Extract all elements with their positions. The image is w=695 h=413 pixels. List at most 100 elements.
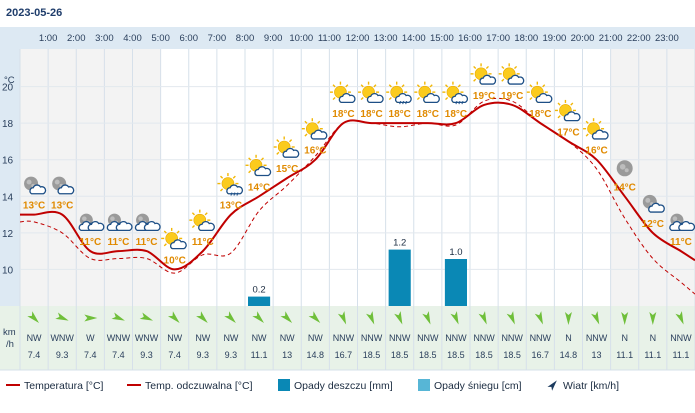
- cloud-shape: [29, 184, 47, 195]
- wind-direction-label: NW: [167, 333, 182, 343]
- wind-speed-label: 11.1: [251, 350, 268, 360]
- sun-ray: [304, 120, 308, 124]
- wind-direction-arrow: [649, 312, 657, 325]
- hour-tick-label: 16:00: [458, 33, 482, 44]
- sun-ray: [401, 84, 405, 88]
- sun-ray: [457, 84, 461, 88]
- wind-direction-arrow: [337, 311, 347, 325]
- temperature-label: 18°C: [529, 109, 551, 120]
- wind-direction-label: WNW: [135, 333, 159, 343]
- wind-direction-arrow: [111, 312, 125, 321]
- moon-crater: [624, 168, 629, 173]
- wind-direction-label: NNW: [445, 333, 467, 343]
- sun-ray: [163, 230, 167, 234]
- wind-direction-arrow: [591, 311, 600, 325]
- hour-tick-label: 23:00: [655, 33, 679, 44]
- hour-tick-label: 7:00: [208, 33, 227, 44]
- wind-direction-arrow: [196, 311, 208, 323]
- sun-ray: [317, 120, 321, 124]
- wind-direction-label: N: [621, 333, 628, 343]
- sun-ray: [585, 120, 589, 124]
- sun-ray: [473, 78, 477, 82]
- wind-direction-label: NW: [195, 333, 210, 343]
- sun-ray: [288, 139, 293, 143]
- wind-direction-arrow: [224, 311, 236, 323]
- hour-tick-label: 14:00: [402, 33, 426, 44]
- rain-drop: [405, 100, 408, 105]
- temperature-label: 16°C: [585, 146, 607, 157]
- wind-direction-arrow: [84, 314, 98, 322]
- wind-direction-arrow: [621, 312, 629, 325]
- temperature-label: 15°C: [276, 164, 298, 175]
- wind-direction-label: N: [650, 333, 657, 343]
- temperature-label: 18°C: [360, 109, 382, 120]
- cloud-shape: [254, 166, 272, 177]
- partly-cloudy-icon: [273, 136, 300, 158]
- sun-ray: [260, 157, 264, 161]
- y-tick-label: 18: [2, 119, 14, 130]
- legend-wind-label: Wiatr [km/h]: [563, 380, 619, 392]
- day-column: [498, 49, 527, 306]
- temperature-label: 16°C: [304, 146, 326, 157]
- night-cloudy-icon: [78, 213, 105, 231]
- partly-cloudy-icon: [583, 118, 609, 140]
- partly-cloudy-icon: [358, 81, 384, 103]
- sun-ray: [445, 96, 449, 101]
- wind-speed-label: 7.4: [28, 350, 41, 360]
- hour-tick-label: 6:00: [180, 33, 199, 44]
- wind-speed-label: 18.5: [419, 350, 437, 360]
- wind-speed-label: 11.1: [616, 350, 633, 360]
- wind-speed-label: 18.5: [391, 350, 409, 360]
- wind-direction-arrow: [139, 312, 154, 321]
- wind-unit-bottom: /h: [6, 339, 14, 350]
- wind-direction-arrow: [252, 311, 265, 323]
- wind-speed-label: 13: [282, 350, 292, 360]
- hour-tick-label: 1:00: [39, 33, 58, 44]
- partly-cloudy-icon: [301, 118, 328, 140]
- partly-cloudy-icon: [414, 81, 440, 103]
- cloud-shape: [282, 147, 300, 158]
- wind-speed-label: 7.4: [112, 350, 125, 360]
- chart-date-title: 2023-05-26: [6, 7, 62, 19]
- sun-ray: [585, 133, 589, 137]
- wind-direction-label: NW: [280, 333, 295, 343]
- rain-bar: [388, 249, 411, 306]
- cloud-shape: [678, 221, 695, 231]
- temperature-label: 11°C: [136, 237, 158, 248]
- cloud-shape: [591, 129, 609, 140]
- partly-cloudy-icon: [470, 63, 497, 85]
- cloud-shape: [87, 221, 105, 231]
- wind-direction-label: NNW: [670, 333, 692, 343]
- wind-speed-label: 13: [592, 350, 602, 360]
- partly-cloudy-rain-icon: [386, 81, 412, 105]
- rain-drop: [402, 100, 405, 105]
- night-column: [104, 49, 133, 306]
- hour-tick-label: 12:00: [346, 33, 370, 44]
- legend-temperature-label: Temperatura [°C]: [24, 380, 104, 392]
- cloud-shape: [338, 93, 356, 103]
- wind-speed-label: 14.8: [307, 350, 325, 360]
- wind-direction-arrow: [675, 311, 684, 325]
- wind-direction-label: WNW: [107, 333, 131, 343]
- partly-cloudy-icon: [329, 81, 356, 103]
- temperature-label: 18°C: [417, 109, 439, 120]
- moon-crater: [110, 216, 115, 221]
- wind-speed-label: 14.8: [560, 350, 578, 360]
- wind-speed-label: 9.3: [140, 350, 153, 360]
- day-column: [160, 49, 189, 306]
- cloud-shape: [648, 202, 665, 213]
- sun-ray: [388, 96, 392, 101]
- sun-ray: [332, 96, 336, 101]
- wind-direction-arrow: [308, 311, 321, 323]
- sun-ray: [570, 102, 574, 106]
- cloud-shape: [170, 239, 187, 250]
- sun-ray: [304, 133, 308, 137]
- cloud-shape: [226, 184, 244, 195]
- wind-direction-arrow: [366, 311, 375, 325]
- hour-tick-label: 13:00: [374, 33, 398, 44]
- y-axis-unit: °C: [4, 75, 15, 86]
- hour-tick-label: 8:00: [236, 33, 255, 44]
- wind-speed-label: 16.7: [335, 350, 353, 360]
- night-partly-cloudy-icon: [24, 176, 47, 195]
- rain-drop: [236, 192, 239, 196]
